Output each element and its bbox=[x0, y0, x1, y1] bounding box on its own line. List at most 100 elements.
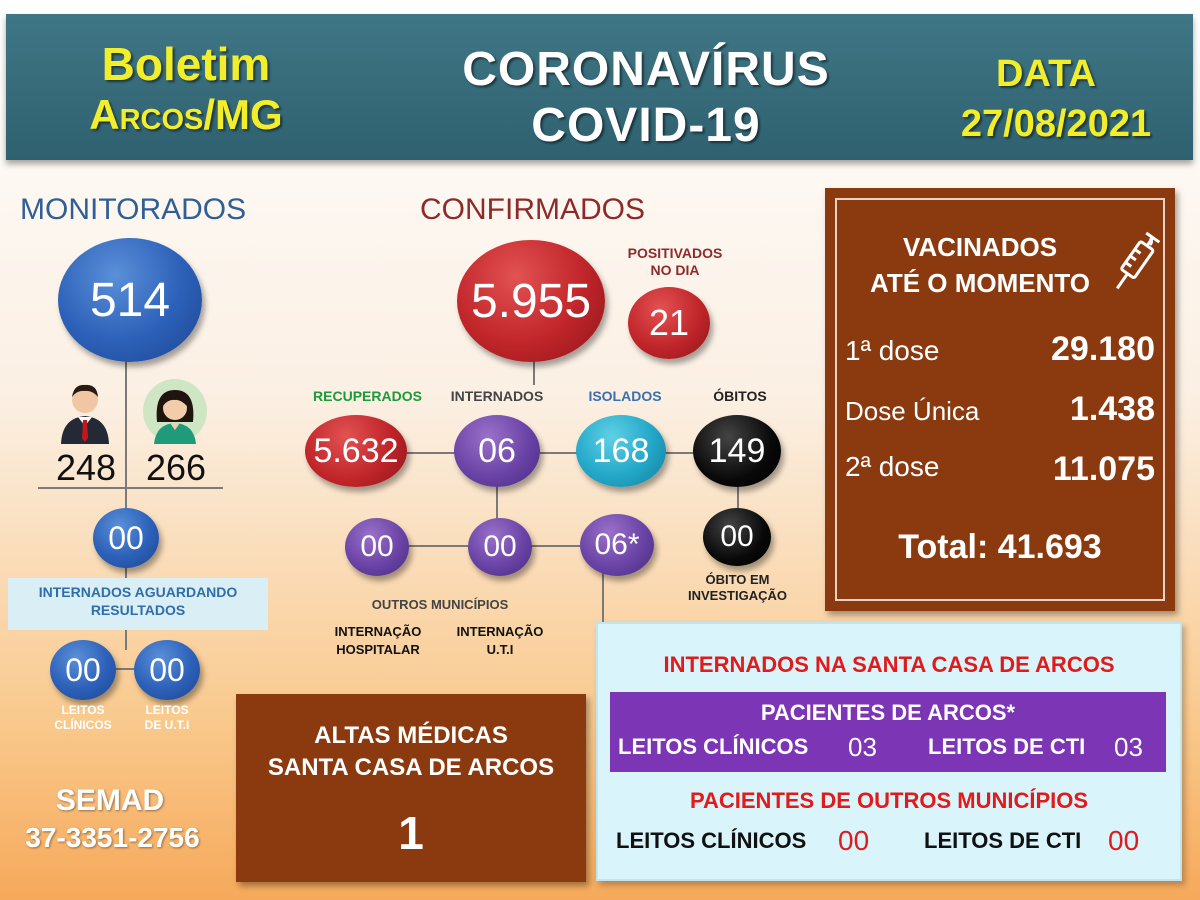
confirmados-total-circle: 5.955 bbox=[457, 240, 605, 362]
vacinados-total: Total: 41.693 bbox=[898, 528, 1102, 566]
leitos-uti-value: 00 bbox=[149, 651, 185, 688]
vacinados-panel-border bbox=[835, 198, 1165, 601]
outros-leitos-clinicos-value: 00 bbox=[838, 825, 870, 856]
internacao-uti-label-1: INTERNAÇÃO bbox=[456, 624, 544, 639]
positivados-label-1: POSITIVADOS bbox=[627, 245, 723, 261]
syringe-icon bbox=[1107, 228, 1163, 298]
santa-casa-title: INTERNADOS NA SANTA CASA DE ARCOS bbox=[663, 652, 1115, 677]
outros-leitos-clinicos-label: LEITOS CLÍNICOS bbox=[616, 828, 807, 853]
outros-municipios-label: OUTROS MUNICÍPIOS bbox=[371, 597, 509, 612]
dose-unica-value: 1.438 bbox=[1069, 390, 1155, 428]
recuperados-circle: 5.632 bbox=[305, 415, 407, 487]
arcos-leitos-clinicos-label: LEITOS CLÍNICOS bbox=[618, 734, 809, 759]
dose1-value: 29.180 bbox=[1051, 330, 1155, 368]
dose2-label: 2ª dose bbox=[845, 451, 940, 482]
altas-title-1: ALTAS MÉDICAS bbox=[314, 722, 508, 749]
date-value: 27/08/2021 bbox=[960, 103, 1152, 145]
internados-aguardando-box: INTERNADOS AGUARDANDO RESULTADOS bbox=[8, 578, 268, 630]
arcos-leitos-cti-value: 03 bbox=[1114, 732, 1143, 762]
header-banner: Boletim Arcos/MG CORONAVÍRUS COVID-19 DA… bbox=[6, 14, 1193, 160]
leitos-clinicos-label-2: CLÍNICOS bbox=[54, 718, 112, 732]
internados-circle: 06 bbox=[454, 415, 540, 487]
positivados-label: POSITIVADOS NO DIA bbox=[615, 245, 735, 279]
monitorados-divider bbox=[38, 487, 223, 489]
obito-investigacao-circle: 00 bbox=[703, 508, 771, 566]
altas-title-2: SANTA CASA DE ARCOS bbox=[267, 754, 555, 781]
arcos-leitos-cti-label: LEITOS DE CTI bbox=[928, 734, 1086, 759]
isolados-circle: 168 bbox=[576, 415, 666, 487]
altas-panel: ALTAS MÉDICAS SANTA CASA DE ARCOS 1 bbox=[236, 694, 586, 882]
leitos-clinicos-value: 00 bbox=[65, 651, 101, 688]
internados-label: INTERNADOS bbox=[450, 388, 544, 404]
outros-municipios-value: 00 bbox=[360, 530, 394, 563]
obitos-connector bbox=[737, 480, 739, 520]
obitos-label: ÓBITOS bbox=[713, 388, 767, 404]
monitorados-title: MONITORADOS bbox=[20, 193, 247, 226]
title-line2: COVID-19 bbox=[531, 99, 761, 152]
internacao-hospitalar-label-1: INTERNAÇÃO bbox=[334, 624, 422, 639]
monitorados-male: 248 bbox=[55, 447, 117, 488]
positivados-value: 21 bbox=[648, 302, 690, 343]
obitos-circle: 149 bbox=[693, 415, 781, 487]
status-connector bbox=[400, 452, 740, 454]
pacientes-arcos-box: PACIENTES DE ARCOS* LEITOS CLÍNICOS 03 L… bbox=[610, 692, 1166, 772]
monitorados-total: 514 bbox=[89, 273, 171, 327]
pacientes-arcos-title: PACIENTES DE ARCOS* bbox=[760, 700, 1016, 725]
isolados-value: 168 bbox=[592, 431, 650, 470]
date-label: DATA bbox=[996, 53, 1096, 95]
boletim-label: Boletim bbox=[101, 38, 271, 90]
obito-investigacao-value: 00 bbox=[720, 520, 754, 553]
leitos-connector bbox=[84, 668, 166, 670]
dose2-value: 11.075 bbox=[1052, 450, 1155, 488]
vacinados-title-1: VACINADOS bbox=[902, 232, 1058, 262]
recuperados-label: RECUPERADOS bbox=[313, 388, 422, 404]
female-avatar-icon bbox=[142, 378, 208, 444]
dose-unica-label: Dose Única bbox=[845, 396, 980, 426]
leitos-uti-circle: 00 bbox=[134, 640, 200, 700]
confirmados-title: CONFIRMADOS bbox=[420, 193, 645, 226]
internacao-uti-value: 06* bbox=[594, 528, 640, 561]
pacientes-outros-title: PACIENTES DE OUTROS MUNICÍPIOS bbox=[689, 788, 1089, 813]
leitos-clinicos-circle: 00 bbox=[50, 640, 116, 700]
internacao-hospitalar-value: 00 bbox=[483, 530, 517, 563]
vacinados-panel: VACINADOS ATÉ O MOMENTO 1ª dose 29.180 D… bbox=[825, 188, 1175, 611]
internados-aguardando-label-1: INTERNADOS AGUARDANDO bbox=[38, 584, 238, 600]
obito-investigacao-label-1: ÓBITO EM bbox=[705, 572, 770, 587]
internados-aguardando-label-2: RESULTADOS bbox=[90, 602, 186, 618]
internacao-hospitalar-label-2: HOSPITALAR bbox=[336, 642, 420, 657]
internacao-uti-label: INTERNAÇÃO U.T.I bbox=[440, 623, 560, 659]
city-label: Arcos/MG bbox=[89, 91, 283, 138]
obito-investigacao-label: ÓBITO EM INVESTIGAÇÃO bbox=[670, 572, 805, 604]
altas-value: 1 bbox=[398, 807, 424, 859]
outros-leitos-cti-label: LEITOS DE CTI bbox=[924, 828, 1082, 853]
semad-name: SEMAD bbox=[55, 784, 165, 817]
isolados-label: ISOLADOS bbox=[588, 388, 662, 404]
internados-value: 06 bbox=[478, 431, 516, 470]
obitos-value: 149 bbox=[708, 431, 766, 470]
internacao-hospitalar-label: INTERNAÇÃO HOSPITALAR bbox=[318, 623, 438, 659]
internacao-hospitalar-circle: 00 bbox=[468, 518, 532, 576]
internados-connector bbox=[496, 470, 498, 550]
outros-municipios-circle: 00 bbox=[345, 518, 409, 576]
leitos-uti-label: LEITOS DE U.T.I bbox=[122, 703, 212, 733]
leitos-clinicos-label-1: LEITOS bbox=[61, 703, 105, 717]
positivados-label-2: NO DIA bbox=[650, 262, 700, 278]
internados-aguardando-value: 00 bbox=[108, 519, 144, 556]
confirmados-connector bbox=[533, 345, 535, 385]
recuperados-value: 5.632 bbox=[313, 431, 399, 470]
leitos-uti-label-1: LEITOS bbox=[145, 703, 189, 717]
leitos-clinicos-label: LEITOS CLÍNICOS bbox=[38, 703, 128, 733]
arcos-leitos-clinicos-value: 03 bbox=[848, 732, 877, 762]
positivados-circle: 21 bbox=[628, 287, 710, 359]
santa-casa-panel: INTERNADOS NA SANTA CASA DE ARCOS PACIEN… bbox=[596, 622, 1182, 881]
dose1-label: 1ª dose bbox=[845, 335, 940, 366]
monitorados-total-circle: 514 bbox=[58, 238, 202, 362]
outros-leitos-cti-value: 00 bbox=[1108, 825, 1140, 856]
male-avatar-icon bbox=[58, 382, 112, 444]
obito-investigacao-label-2: INVESTIGAÇÃO bbox=[688, 588, 787, 603]
title-line1: CORONAVÍRUS bbox=[462, 43, 830, 96]
internacao-uti-circle: 06* bbox=[580, 514, 654, 576]
internados-aguardando-circle: 00 bbox=[93, 508, 159, 568]
confirmados-total: 5.955 bbox=[470, 274, 592, 328]
semad-phone: 37-3351-2756 bbox=[25, 822, 200, 853]
